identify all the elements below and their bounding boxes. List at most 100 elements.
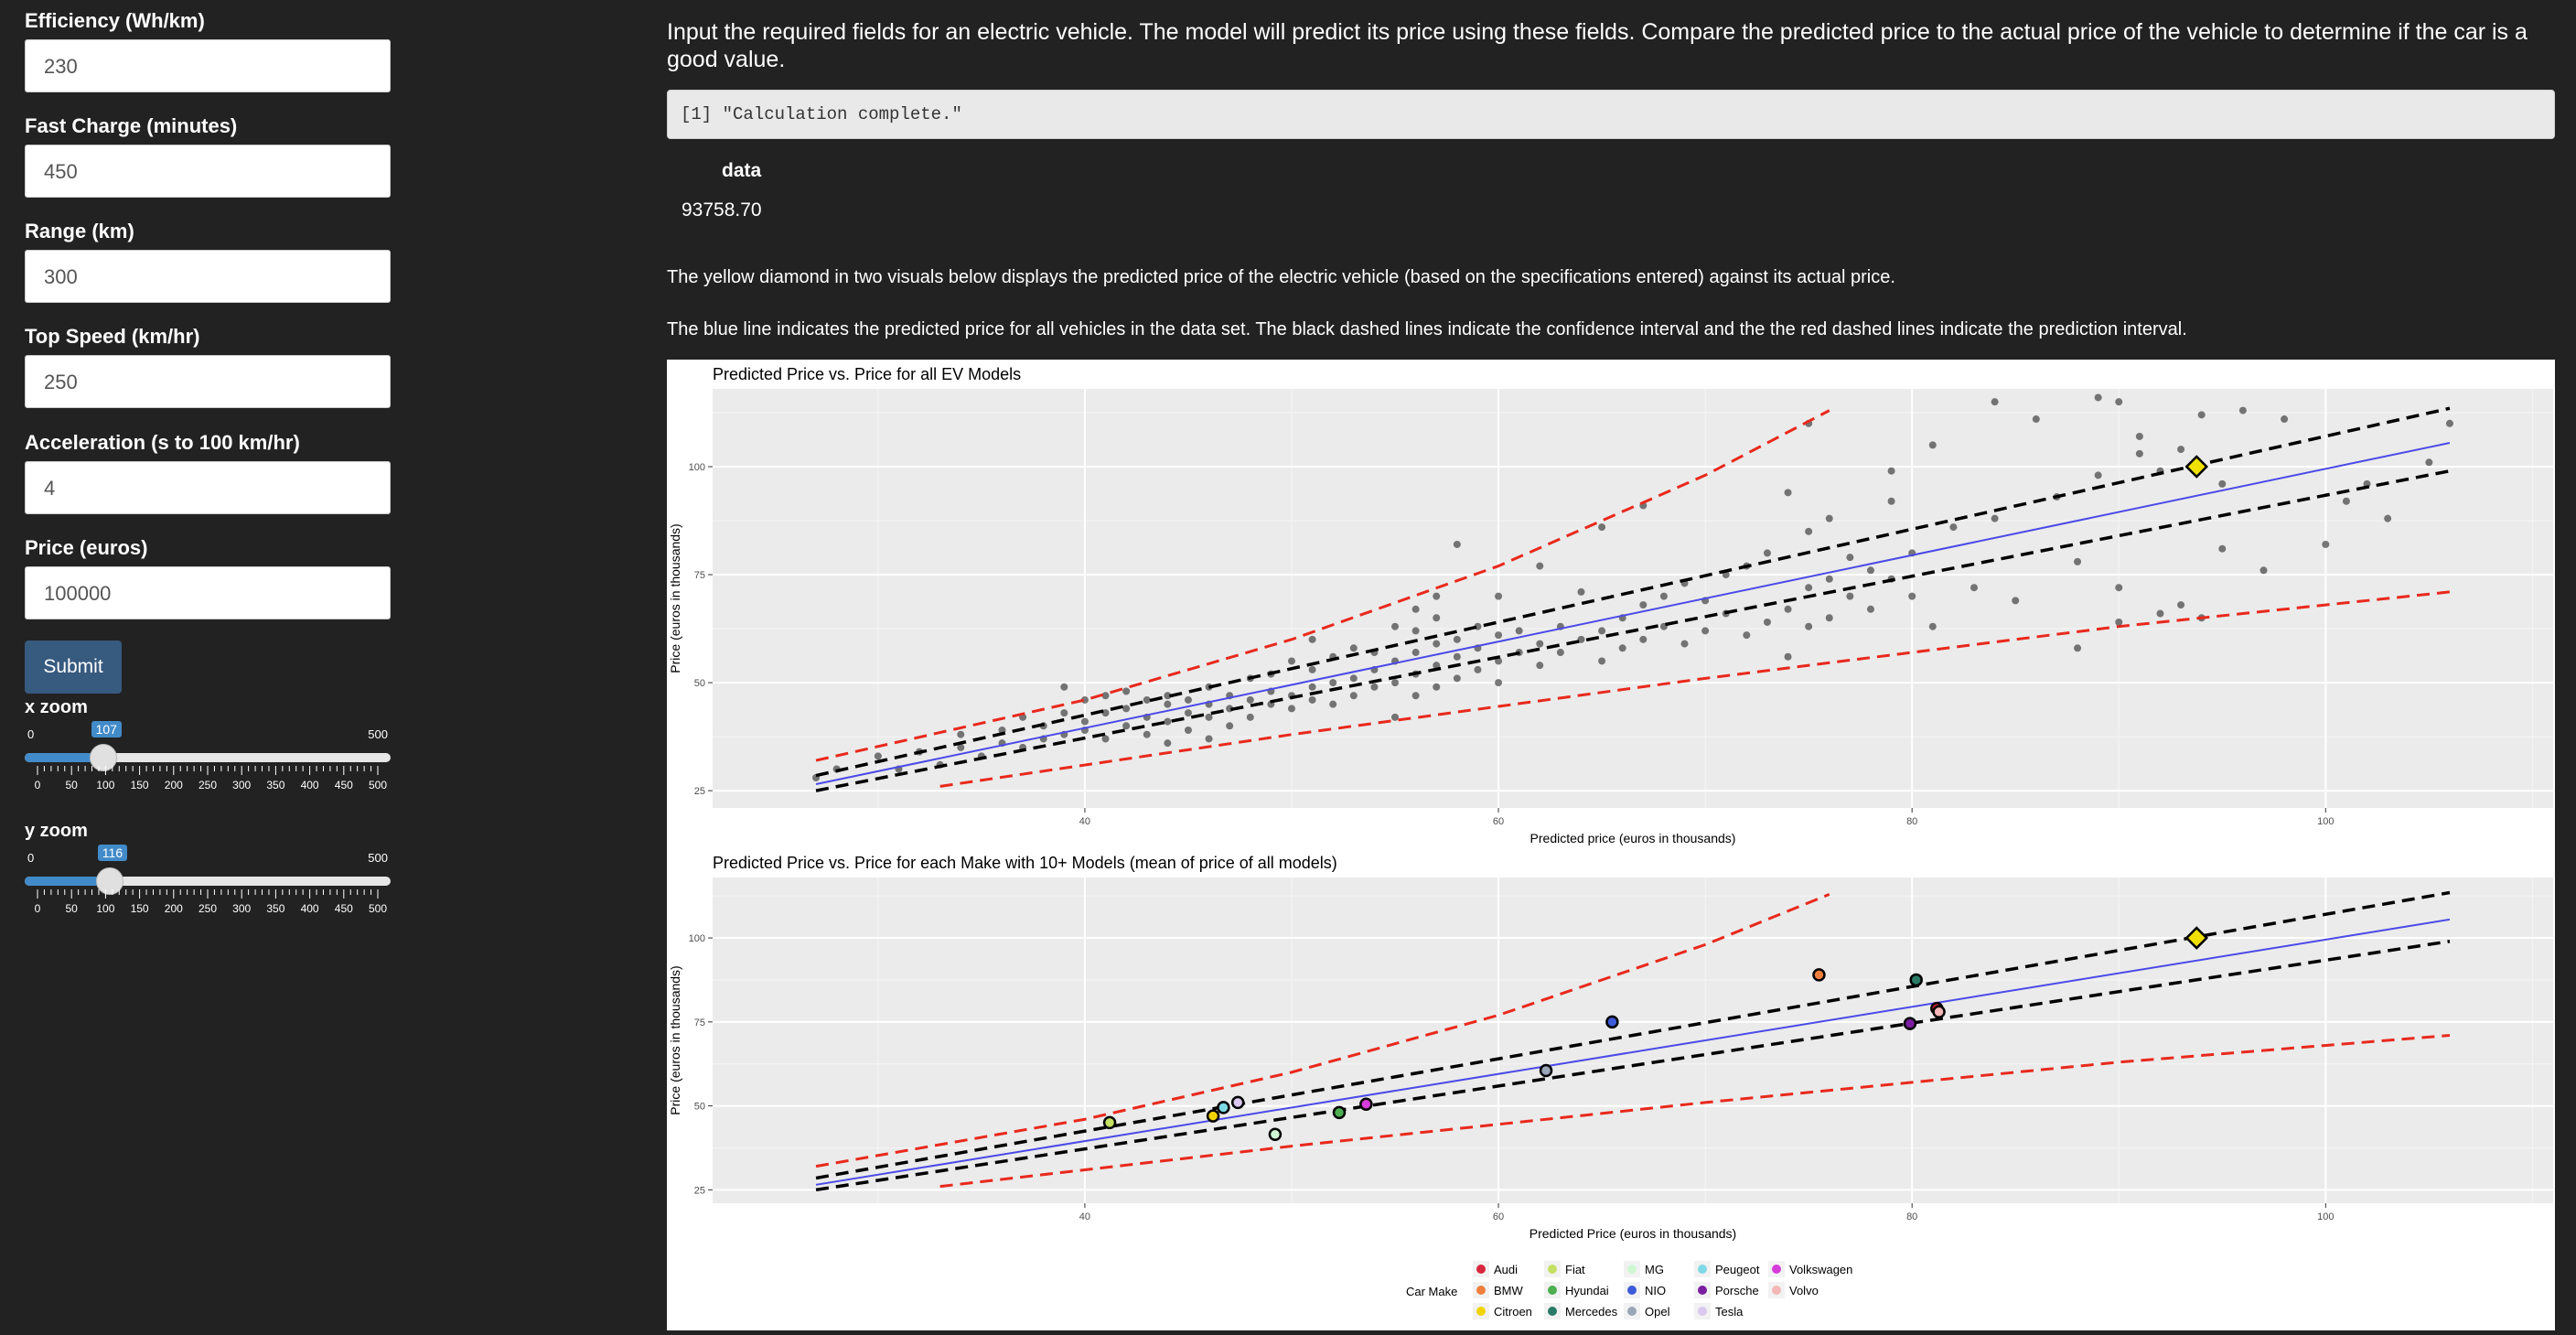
data-point xyxy=(1866,605,1874,613)
slider-tick-label: 50 xyxy=(65,779,78,791)
data-point xyxy=(1308,695,1316,704)
data-point xyxy=(1991,514,1999,522)
acceleration-label: Acceleration (s to 100 km/hr) xyxy=(25,431,300,454)
data-point xyxy=(2135,432,2143,440)
data-point xyxy=(2115,398,2123,406)
price-input[interactable]: 100000 xyxy=(25,566,391,619)
legend-swatch xyxy=(1548,1307,1557,1316)
data-point xyxy=(1433,614,1441,622)
legend-swatch xyxy=(1476,1307,1486,1316)
data-point xyxy=(1991,398,1999,406)
x-zoom-min: 0 xyxy=(27,727,35,741)
slider-tick-label: 400 xyxy=(300,902,319,915)
make-point xyxy=(1909,973,1923,987)
data-point xyxy=(2094,471,2102,479)
data-point xyxy=(1433,662,1441,670)
confidence-interval-upper xyxy=(815,890,2451,1180)
data-point xyxy=(2384,514,2392,522)
data-point xyxy=(1101,735,1110,743)
efficiency-input[interactable]: 230 xyxy=(25,39,391,92)
data-point xyxy=(1329,700,1337,708)
data-point xyxy=(1805,622,1813,630)
make-point xyxy=(1102,1115,1117,1130)
data-point xyxy=(1205,735,1213,743)
data-point xyxy=(2218,544,2227,553)
fit-line xyxy=(815,918,2451,1186)
make-point xyxy=(1230,1095,1245,1110)
legend-label: Mercedes xyxy=(1565,1305,1618,1319)
x-zoom-ticks xyxy=(37,766,379,775)
make-point xyxy=(1539,1063,1553,1078)
range-input[interactable]: 300 xyxy=(25,250,391,303)
fast-charge-label: Fast Charge (minutes) xyxy=(25,114,238,137)
description-paragraph-2: The blue line indicates the predicted pr… xyxy=(667,319,2187,339)
x-tick-label: 80 xyxy=(1906,1211,1917,1222)
make-point xyxy=(1932,1005,1946,1019)
data-point xyxy=(2115,618,2123,626)
predicted-value-diamond xyxy=(2184,926,2209,950)
fast-charge-input[interactable]: 450 xyxy=(25,145,391,198)
prediction-interval-upper xyxy=(815,892,1830,1168)
data-point xyxy=(1763,549,1771,557)
acceleration-input[interactable]: 4 xyxy=(25,461,391,514)
legend-swatch xyxy=(1476,1265,1486,1274)
data-point xyxy=(1784,489,1792,497)
data-point xyxy=(1164,739,1172,748)
data-point xyxy=(1598,627,1606,635)
data-point xyxy=(1101,709,1110,717)
legend-label: Hyundai xyxy=(1565,1284,1609,1297)
data-point xyxy=(1391,679,1400,687)
y-zoom-slider[interactable]: 0 500 116 0 50 100 150 200 250 300 350 400 450 500 xyxy=(25,845,391,924)
slider-tick-label: 0 xyxy=(34,779,41,791)
data-point xyxy=(2322,540,2330,548)
data-point xyxy=(1453,674,1461,683)
data-point xyxy=(1825,514,1833,522)
legend-label: Volvo xyxy=(1789,1284,1819,1297)
data-point xyxy=(1164,700,1172,708)
data-point xyxy=(1349,674,1358,683)
top-speed-label: Top Speed (km/hr) xyxy=(25,325,200,348)
data-point xyxy=(2094,393,2102,402)
y-zoom-max: 500 xyxy=(368,851,388,865)
range-label: Range (km) xyxy=(25,220,134,242)
data-point xyxy=(1784,652,1792,661)
confidence-interval-upper xyxy=(815,406,2451,778)
legend-label: BMW xyxy=(1494,1284,1524,1297)
x-zoom-track[interactable] xyxy=(25,753,391,762)
legend-swatch xyxy=(1548,1265,1557,1274)
y-tick-label: 25 xyxy=(694,1185,705,1196)
legend-swatch xyxy=(1698,1265,1707,1274)
data-point xyxy=(1577,635,1585,643)
data-point xyxy=(957,730,965,738)
submit-button[interactable]: Submit xyxy=(25,641,122,694)
data-point xyxy=(1080,695,1089,704)
slider-tick-label: 100 xyxy=(96,779,115,791)
data-point xyxy=(1308,665,1316,673)
data-point xyxy=(1598,657,1606,665)
legend-swatch xyxy=(1627,1265,1637,1274)
efficiency-label: Efficiency (Wh/km) xyxy=(25,9,205,32)
x-zoom-slider[interactable]: 0 500 107 0 50 100 150 200 250 300 350 400 450 500 xyxy=(25,721,391,801)
data-point xyxy=(1433,683,1441,691)
data-point xyxy=(1495,657,1503,665)
slider-tick-label: 50 xyxy=(65,902,78,915)
y-zoom-label: y zoom xyxy=(25,821,88,841)
data-point xyxy=(1411,649,1420,657)
data-point xyxy=(1743,631,1751,640)
data-point xyxy=(2074,557,2082,565)
data-point xyxy=(1411,627,1420,635)
description-paragraph-1: The yellow diamond in two visuals below … xyxy=(667,267,1895,287)
y-zoom-track[interactable] xyxy=(25,877,391,886)
chart: Predicted Price vs. Price for each Make … xyxy=(668,854,2553,1241)
data-point xyxy=(1701,627,1710,635)
data-point xyxy=(1122,705,1131,713)
data-point xyxy=(1846,592,1854,600)
plot-background xyxy=(713,389,2553,808)
x-axis-title: Predicted Price (euros in thousands) xyxy=(1530,1226,1736,1241)
make-point xyxy=(1268,1127,1283,1142)
data-point xyxy=(1618,644,1626,652)
legend-label: Peugeot xyxy=(1715,1263,1760,1276)
data-point xyxy=(1080,717,1089,726)
top-speed-input[interactable]: 250 xyxy=(25,355,391,408)
y-zoom-ticks xyxy=(37,889,379,899)
